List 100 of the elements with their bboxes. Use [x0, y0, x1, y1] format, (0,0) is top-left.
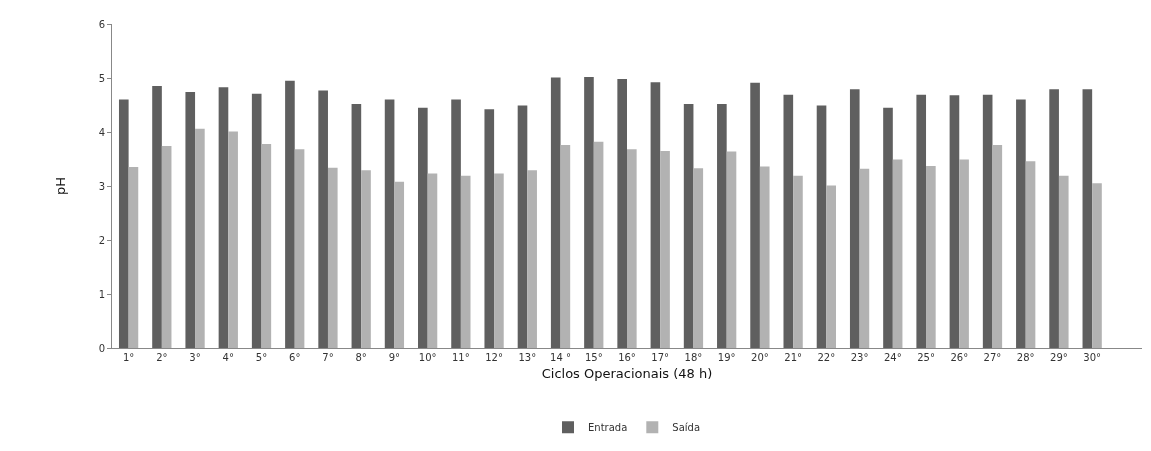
y-tick-label: 5: [98, 72, 105, 84]
bar: [427, 173, 438, 348]
bar: [982, 94, 993, 348]
bar: [892, 159, 903, 348]
bar: [793, 175, 803, 348]
bar: [926, 166, 936, 348]
bar: [1092, 183, 1102, 348]
bar: [451, 99, 461, 348]
y-tick-label: 2: [98, 234, 105, 246]
bar: [228, 131, 238, 348]
x-tick-label: 15°: [584, 352, 603, 363]
x-tick-label: 4°: [222, 352, 234, 363]
bar: [418, 107, 428, 348]
x-tick-label: 23°: [850, 352, 869, 363]
bar: [859, 168, 870, 348]
bar: [584, 76, 594, 348]
bar: [949, 95, 960, 348]
x-tick-label: 20°: [751, 352, 769, 363]
legend-label: Saída: [672, 422, 701, 434]
bar: [992, 144, 1003, 348]
x-tick-label: 12°: [485, 352, 503, 363]
bar: [816, 105, 827, 348]
x-tick-label: 30°: [1083, 352, 1102, 363]
bar: [783, 94, 794, 348]
x-tick-label: 13°: [518, 352, 537, 363]
y-tick-label: 1: [98, 288, 105, 300]
bar: [251, 93, 262, 348]
bar: [627, 149, 637, 348]
bar: [351, 103, 362, 348]
bar: [460, 175, 471, 348]
bar: [593, 141, 604, 348]
bar: [361, 170, 371, 348]
x-tick-label: 2°: [156, 352, 168, 363]
x-tick-label: 9°: [388, 352, 401, 363]
y-axis-title: pH: [52, 176, 68, 196]
bar: [650, 82, 661, 348]
x-tick-label: 6°: [289, 352, 301, 363]
y-tick-label: 3: [98, 180, 105, 192]
bar: [1016, 99, 1026, 348]
x-tick-label: 8°: [355, 352, 367, 363]
y-tick-label: 6: [98, 18, 105, 30]
x-tick-label: 22°: [817, 352, 836, 363]
bar: [152, 86, 162, 348]
x-tick-label: 24°: [883, 352, 902, 363]
bar: [550, 77, 561, 348]
x-tick-label: 1°: [122, 352, 135, 363]
legend-label: Entrada: [588, 422, 628, 434]
bar: [726, 151, 737, 348]
bar: [527, 170, 537, 348]
bar: [560, 144, 571, 348]
x-tick-label: 18°: [684, 352, 703, 363]
x-tick-label: 26°: [950, 352, 969, 363]
y-tick-label: 0: [98, 342, 105, 354]
x-tick-label: 25°: [917, 352, 935, 363]
bar: [218, 87, 229, 348]
x-tick-label: 28°: [1016, 352, 1035, 363]
bar: [195, 128, 205, 348]
x-tick-label: 19°: [717, 352, 736, 363]
bar: [759, 166, 770, 348]
bar: [294, 149, 305, 348]
bar: [750, 82, 760, 348]
x-tick-label: 17°: [651, 352, 670, 363]
x-tick-label: 3°: [189, 352, 201, 363]
bar: [118, 99, 129, 348]
x-tick-label: 16°: [618, 352, 636, 363]
bar: [517, 105, 528, 348]
bar: [261, 143, 272, 348]
bar: [185, 92, 196, 348]
bar: [916, 94, 927, 348]
bar: [285, 80, 295, 348]
x-tick-label: 27°: [983, 352, 1002, 363]
bar: [959, 159, 969, 348]
bar: [717, 103, 727, 348]
bar: [1025, 161, 1036, 348]
x-tick-label: 10°: [418, 352, 437, 363]
x-tick-label: 14 °: [550, 352, 571, 363]
x-tick-label: 29°: [1050, 352, 1068, 363]
bar: [617, 79, 627, 348]
bar: [384, 99, 395, 348]
bar: [394, 181, 405, 348]
bar: [494, 173, 504, 348]
bar: [693, 168, 704, 348]
bar: [327, 167, 338, 348]
x-tick-label: 11°: [452, 352, 470, 363]
bar: [1082, 89, 1093, 348]
bar: [826, 185, 836, 348]
bar: [484, 109, 495, 348]
y-tick-label: 4: [98, 126, 105, 138]
bar: [883, 107, 893, 348]
bar: [660, 150, 670, 348]
bar: [318, 90, 328, 348]
bar: [683, 103, 694, 348]
x-tick-label: 21°: [784, 352, 802, 363]
bar: [128, 167, 139, 348]
bar: [1058, 175, 1069, 348]
bar: [1049, 89, 1059, 348]
x-tick-label: 7°: [322, 352, 334, 363]
bar: [161, 146, 172, 348]
x-tick-label: 5°: [255, 352, 268, 363]
bar: [849, 89, 860, 348]
